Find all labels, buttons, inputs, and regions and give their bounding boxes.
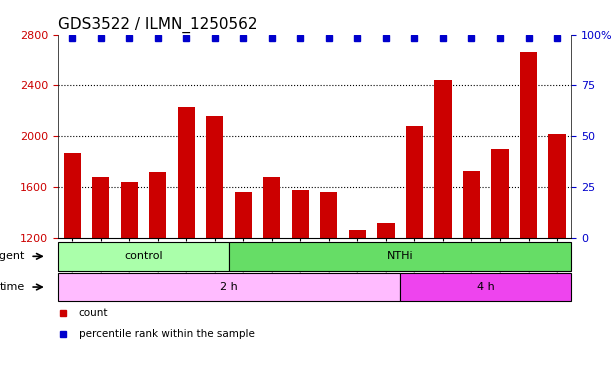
Bar	[64, 153, 81, 238]
Text: NTHi: NTHi	[387, 251, 414, 262]
Bar	[549, 134, 566, 238]
Text: percentile rank within the sample: percentile rank within the sample	[79, 329, 254, 339]
Text: control: control	[124, 251, 163, 262]
Text: 4 h: 4 h	[477, 282, 495, 292]
Bar	[491, 149, 508, 238]
Bar	[463, 170, 480, 238]
Bar	[292, 190, 309, 238]
Bar	[58, 273, 400, 301]
Bar	[207, 116, 224, 238]
Bar	[378, 223, 395, 238]
Bar	[263, 177, 280, 238]
Bar	[349, 230, 366, 238]
Bar	[121, 182, 138, 238]
Text: time: time	[0, 282, 24, 292]
Text: GDS3522 / ILMN_1250562: GDS3522 / ILMN_1250562	[58, 17, 258, 33]
Bar	[406, 126, 423, 238]
Bar	[320, 192, 337, 238]
Bar	[434, 80, 452, 238]
Bar	[149, 172, 166, 238]
Bar	[229, 242, 571, 271]
Bar	[400, 273, 571, 301]
Bar	[92, 177, 109, 238]
Text: 2 h: 2 h	[220, 282, 238, 292]
Bar	[58, 242, 229, 271]
Bar	[235, 192, 252, 238]
Text: count: count	[79, 308, 108, 318]
Text: agent: agent	[0, 251, 24, 262]
Bar	[178, 107, 195, 238]
Bar	[520, 52, 537, 238]
